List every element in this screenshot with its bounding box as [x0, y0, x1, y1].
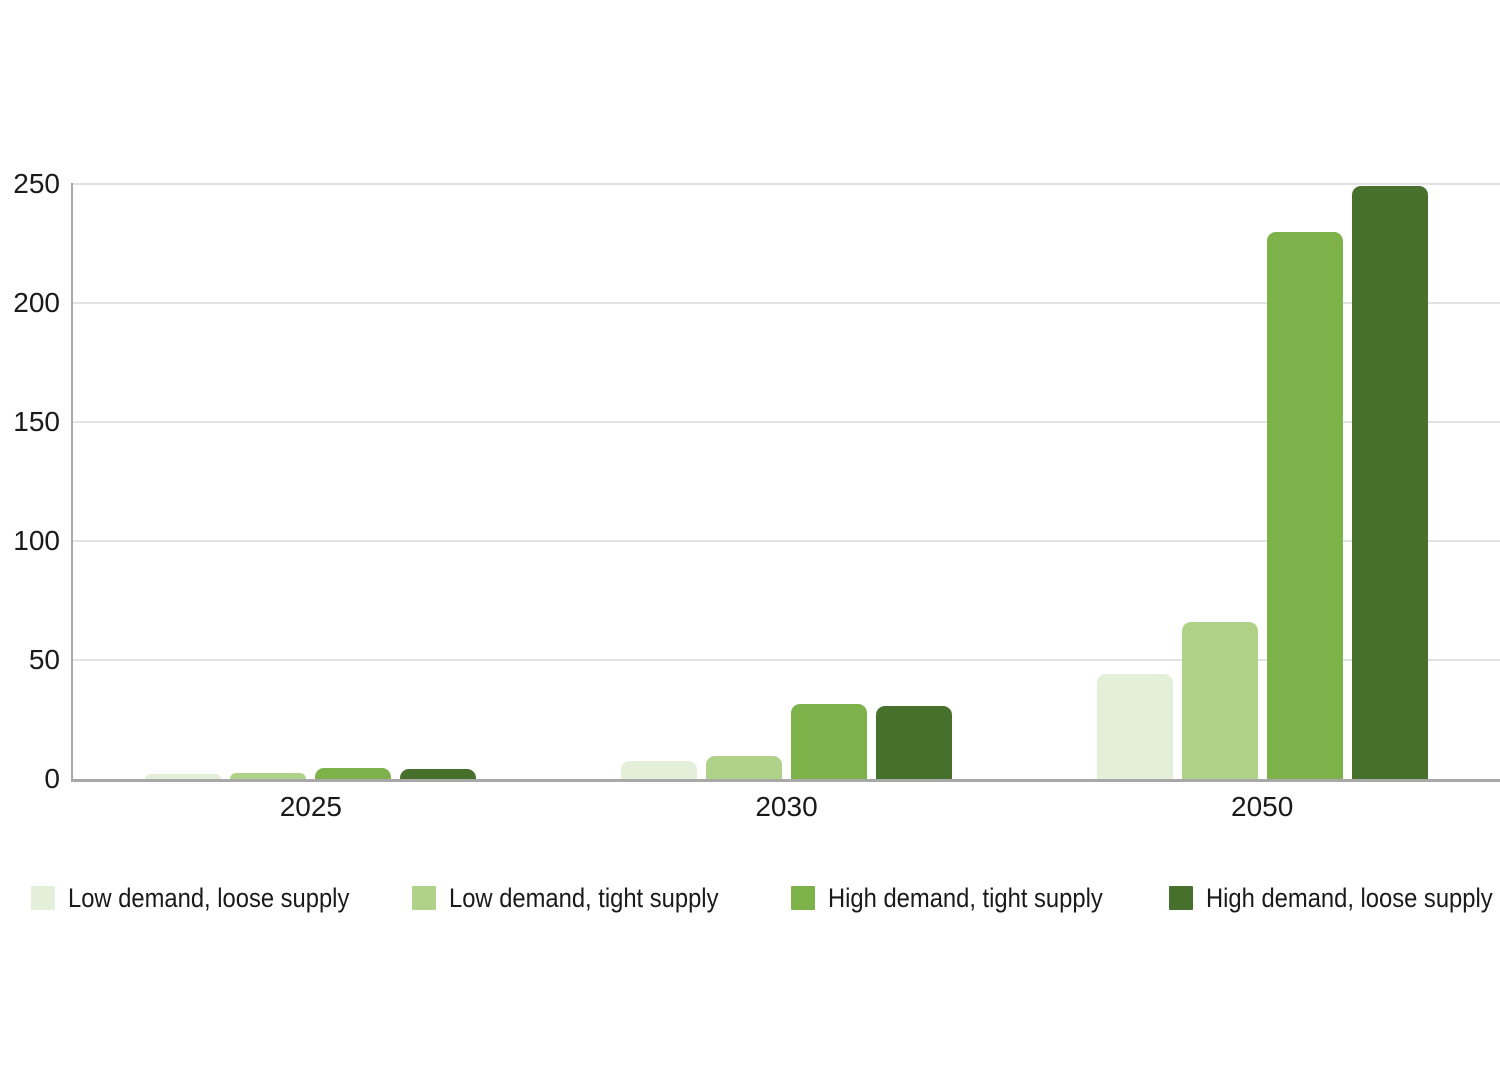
legend-label: High demand, loose supply [1206, 883, 1493, 913]
y-axis-tick-label-150: 150 [13, 406, 60, 437]
y-axis-labels: 0 50 100 150 200 250 [0, 168, 60, 794]
x-axis-tick-label-2030: 2030 [755, 791, 818, 822]
bar-group-2025 [73, 184, 549, 779]
bar-low-demand-loose-supply-2050 [1096, 674, 1173, 779]
legend-item-low-demand-tight-supply: Low demand, tight supply [412, 883, 755, 913]
legend-swatch-icon [791, 886, 815, 910]
y-axis-tick-label-100: 100 [13, 525, 60, 556]
legend-label: High demand, tight supply [828, 883, 1103, 913]
bar-low-demand-tight-supply-2030 [706, 756, 782, 779]
legend-item-low-demand-loose-supply: Low demand, loose supply [31, 883, 388, 913]
x-axis-tick-label-2050: 2050 [1231, 791, 1294, 822]
gridline-150 [73, 421, 1500, 423]
legend-item-high-demand-loose-supply: High demand, loose supply [1169, 883, 1500, 913]
bar-low-demand-tight-supply-2050 [1181, 621, 1258, 779]
bar-high-demand-loose-supply-2050 [1351, 186, 1428, 779]
bar-group-2050 [1024, 184, 1500, 779]
gridline-200 [73, 302, 1500, 304]
gridline-250 [73, 183, 1500, 185]
gridline-100 [73, 540, 1500, 542]
y-axis-tick-label-0: 0 [44, 763, 60, 794]
gridline-50 [73, 659, 1500, 661]
legend-swatch-icon [1169, 886, 1193, 910]
legend-label: Low demand, tight supply [449, 883, 719, 913]
bar-high-demand-tight-supply-2025 [315, 768, 392, 779]
legend: Low demand, loose supply Low demand, tig… [0, 883, 1500, 914]
gridlines [73, 183, 1500, 779]
bar-group-2030 [549, 184, 1025, 779]
y-axis-tick-label-200: 200 [13, 287, 60, 318]
bar-low-demand-loose-supply-2030 [621, 761, 697, 779]
bar-high-demand-tight-supply-2050 [1266, 231, 1343, 779]
legend-label: Low demand, loose supply [68, 883, 350, 913]
bar-low-demand-tight-supply-2025 [230, 773, 307, 779]
bar-low-demand-loose-supply-2025 [145, 774, 222, 779]
bar-high-demand-loose-supply-2030 [876, 706, 952, 779]
x-axis-labels: 2025 2030 2050 [73, 791, 1500, 823]
legend-item-high-demand-tight-supply: High demand, tight supply [791, 883, 1140, 913]
y-axis-tick-label-250: 250 [13, 168, 60, 199]
y-axis-tick-label-50: 50 [28, 644, 60, 675]
plot-area [71, 183, 1500, 782]
y-axis-line [71, 183, 73, 780]
legend-swatch-icon [412, 886, 436, 910]
bar-high-demand-tight-supply-2030 [791, 704, 867, 779]
x-axis-line [71, 779, 1500, 782]
x-axis-tick-label-2025: 2025 [279, 791, 342, 822]
bars [73, 184, 1500, 779]
bar-high-demand-loose-supply-2025 [400, 769, 477, 779]
legend-swatch-icon [31, 886, 55, 910]
